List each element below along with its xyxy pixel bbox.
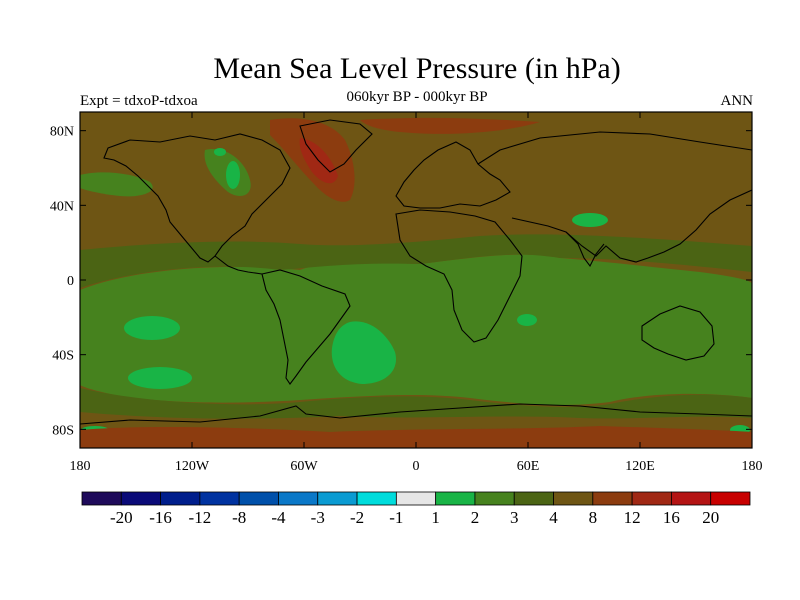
colorbar-swatch — [120, 491, 161, 506]
colorbar-label: -8 — [232, 508, 246, 527]
lon-tick-label: 180 — [70, 459, 91, 474]
colorbar-swatch — [435, 491, 476, 506]
colorbar-label: -12 — [189, 508, 212, 527]
colorbar-swatch — [474, 491, 515, 506]
field-blob-2 — [128, 367, 192, 389]
colorbar-label: -20 — [110, 508, 133, 527]
lat-tick-label: 80S — [52, 423, 74, 438]
colorbar-label: 16 — [663, 508, 680, 527]
colorbar-swatch — [631, 491, 672, 506]
coastline-south-america — [261, 269, 351, 385]
experiment-label: Expt = tdxoP-tdxoa — [80, 93, 198, 109]
colorbar-swatch — [238, 491, 279, 506]
field-zone-12 — [360, 117, 540, 134]
lon-tick-label: 120E — [625, 459, 655, 474]
colorbar-label: 4 — [549, 508, 558, 527]
lat-tick-label: 0 — [67, 274, 74, 289]
field-zone-12 — [80, 426, 752, 448]
colorbar-label: 2 — [471, 508, 480, 527]
lat-tick-label: 80N — [50, 125, 74, 140]
coastline-africa — [395, 209, 523, 343]
season-label: ANN — [720, 93, 754, 109]
field-blob-2 — [226, 161, 240, 189]
lon-tick-label: 60E — [517, 459, 540, 474]
lon-tick-label: 120W — [175, 459, 210, 474]
colorbar-label: -1 — [389, 508, 403, 527]
colorbar-label: -2 — [350, 508, 364, 527]
colorbar-swatch — [671, 491, 712, 506]
colorbar-swatch — [395, 491, 437, 506]
colorbar-label: -16 — [149, 508, 172, 527]
field-zone-4b — [80, 388, 752, 419]
coastline-asia — [477, 131, 752, 263]
colorbar-swatch — [356, 491, 397, 506]
lon-tick-label: 0 — [413, 459, 420, 474]
coastline-greenland — [299, 119, 373, 173]
pressure-field — [80, 112, 752, 448]
colorbar-swatch — [553, 491, 594, 506]
colorbar-swatch — [278, 491, 319, 506]
colorbar-swatch — [317, 491, 358, 506]
colorbar-swatch — [199, 491, 240, 506]
field-zone-3 — [80, 254, 752, 405]
coastlines — [80, 119, 752, 425]
colorbar-label: 8 — [589, 508, 598, 527]
colorbar-label: 3 — [510, 508, 519, 527]
coastline-india — [565, 231, 605, 268]
lon-tick-label: 60W — [290, 459, 318, 474]
field-blob-2 — [214, 148, 226, 156]
field-blob-2 — [517, 314, 537, 326]
field-zone-3b — [80, 172, 153, 197]
field-blob-2 — [572, 213, 608, 227]
coastline-antarctica — [80, 403, 752, 425]
colorbar-label: -3 — [311, 508, 325, 527]
colorbar-label: 20 — [702, 508, 719, 527]
lon-tick-label: 180 — [742, 459, 763, 474]
colorbar: -20 -16 -12 -8 -4 -3 -2 -1 1 2 3 4 8 12 16 20 — [81, 491, 751, 527]
field-blob-2 — [124, 316, 180, 340]
lat-ticks: 80N 40N 0 40S 80S — [50, 125, 752, 438]
colorbar-label: 1 — [431, 508, 440, 527]
lat-tick-label: 40S — [52, 349, 74, 364]
lon-ticks: 180 120W 60W 0 60E 120E 180 — [70, 112, 763, 474]
plot-subtitle: 060kyr BP - 000kyr BP — [346, 89, 488, 105]
coastline-europe — [395, 141, 511, 209]
coastline-central-america — [214, 255, 263, 275]
colorbar-label: -4 — [271, 508, 286, 527]
field-blob-2 — [331, 321, 397, 384]
colorbar-swatch — [592, 491, 633, 506]
colorbar-swatch — [513, 491, 554, 506]
colorbar-swatch — [710, 491, 751, 506]
coastline-north-america — [103, 133, 291, 263]
coastline-australia — [641, 305, 715, 361]
lat-tick-label: 40N — [50, 199, 74, 214]
colorbar-swatch — [81, 491, 122, 506]
plot-title: Mean Sea Level Pressure (in hPa) — [213, 52, 621, 85]
colorbar-swatch — [160, 491, 201, 506]
colorbar-label: 12 — [624, 508, 641, 527]
